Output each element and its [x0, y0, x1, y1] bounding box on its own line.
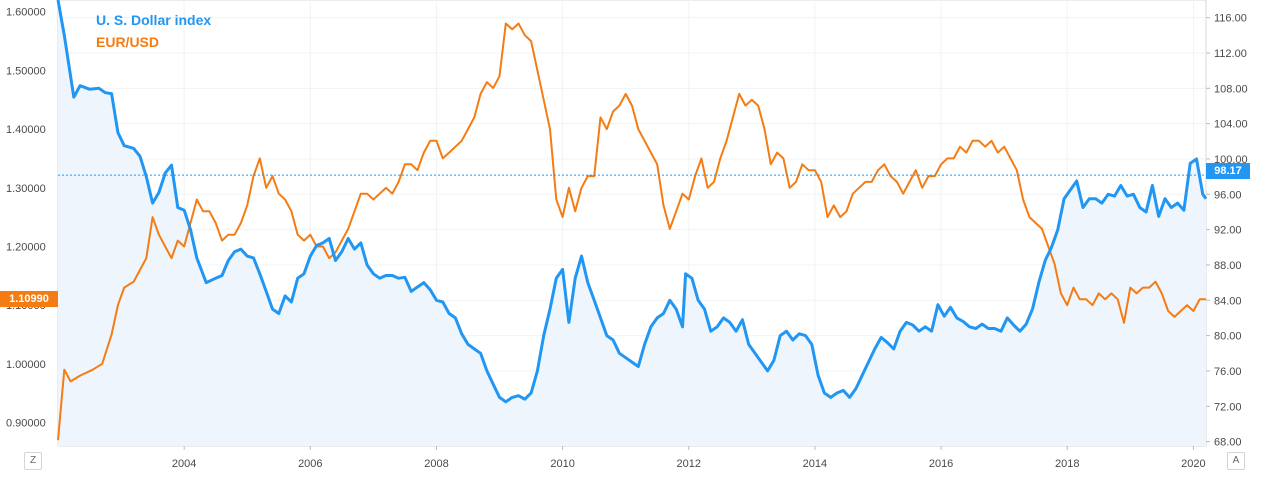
y-right-tick-label: 88.00: [1214, 260, 1242, 272]
y-right-tick-label: 84.00: [1214, 295, 1242, 307]
eurusd-line: [57, 22, 1206, 441]
legend-entry-dxy: U. S. Dollar index: [96, 12, 212, 28]
auto-scale-button[interactable]: A: [1227, 452, 1245, 470]
y-left-tick-label: 1.40000: [6, 124, 46, 136]
dxy-line: [56, 0, 1208, 404]
dxy-last-price-badge: 98.17: [1206, 163, 1250, 179]
x-tick-label: 2006: [298, 458, 322, 470]
legend-entry-eurusd: EUR/USD: [96, 34, 160, 50]
eurusd-last-price-badge: 1.10990: [0, 291, 58, 307]
y-right-tick-label: 112.00: [1214, 48, 1247, 60]
y-right-tick-label: 96.00: [1214, 189, 1242, 201]
y-left-tick-label: 1.00000: [6, 359, 46, 371]
zoom-mode-button[interactable]: Z: [24, 452, 42, 470]
y-right-tick-label: 72.00: [1214, 401, 1242, 413]
x-tick-label: 2010: [550, 458, 574, 470]
y-left-tick-label: 0.90000: [6, 418, 46, 430]
x-tick-label: 2016: [929, 458, 953, 470]
y-right-tick-label: 100.00: [1214, 154, 1248, 166]
y-left-tick-label: 1.60000: [6, 7, 46, 19]
x-tick-label: 2014: [803, 458, 827, 470]
y-right-tick-label: 92.00: [1214, 225, 1242, 237]
x-tick-label: 2020: [1181, 458, 1205, 470]
x-tick-label: 2004: [172, 458, 196, 470]
y-left-tick-label: 1.50000: [6, 65, 46, 77]
x-tick-label: 2018: [1055, 458, 1079, 470]
y-left-tick-label: 1.20000: [6, 241, 46, 253]
y-right-tick-label: 80.00: [1214, 331, 1242, 343]
y-right-tick-label: 68.00: [1214, 437, 1242, 449]
y-right-tick-label: 76.00: [1214, 366, 1242, 378]
y-right-tick-label: 104.00: [1214, 119, 1248, 131]
y-left-tick-label: 1.30000: [6, 183, 46, 195]
dxy-area-fill: [58, 0, 1206, 446]
y-right-tick-label: 108.00: [1214, 83, 1248, 95]
x-tick-label: 2008: [424, 458, 448, 470]
y-right-tick-label: 116.00: [1214, 13, 1247, 25]
x-tick-label: 2012: [677, 458, 701, 470]
legend: U. S. Dollar index EUR/USD: [96, 9, 211, 53]
